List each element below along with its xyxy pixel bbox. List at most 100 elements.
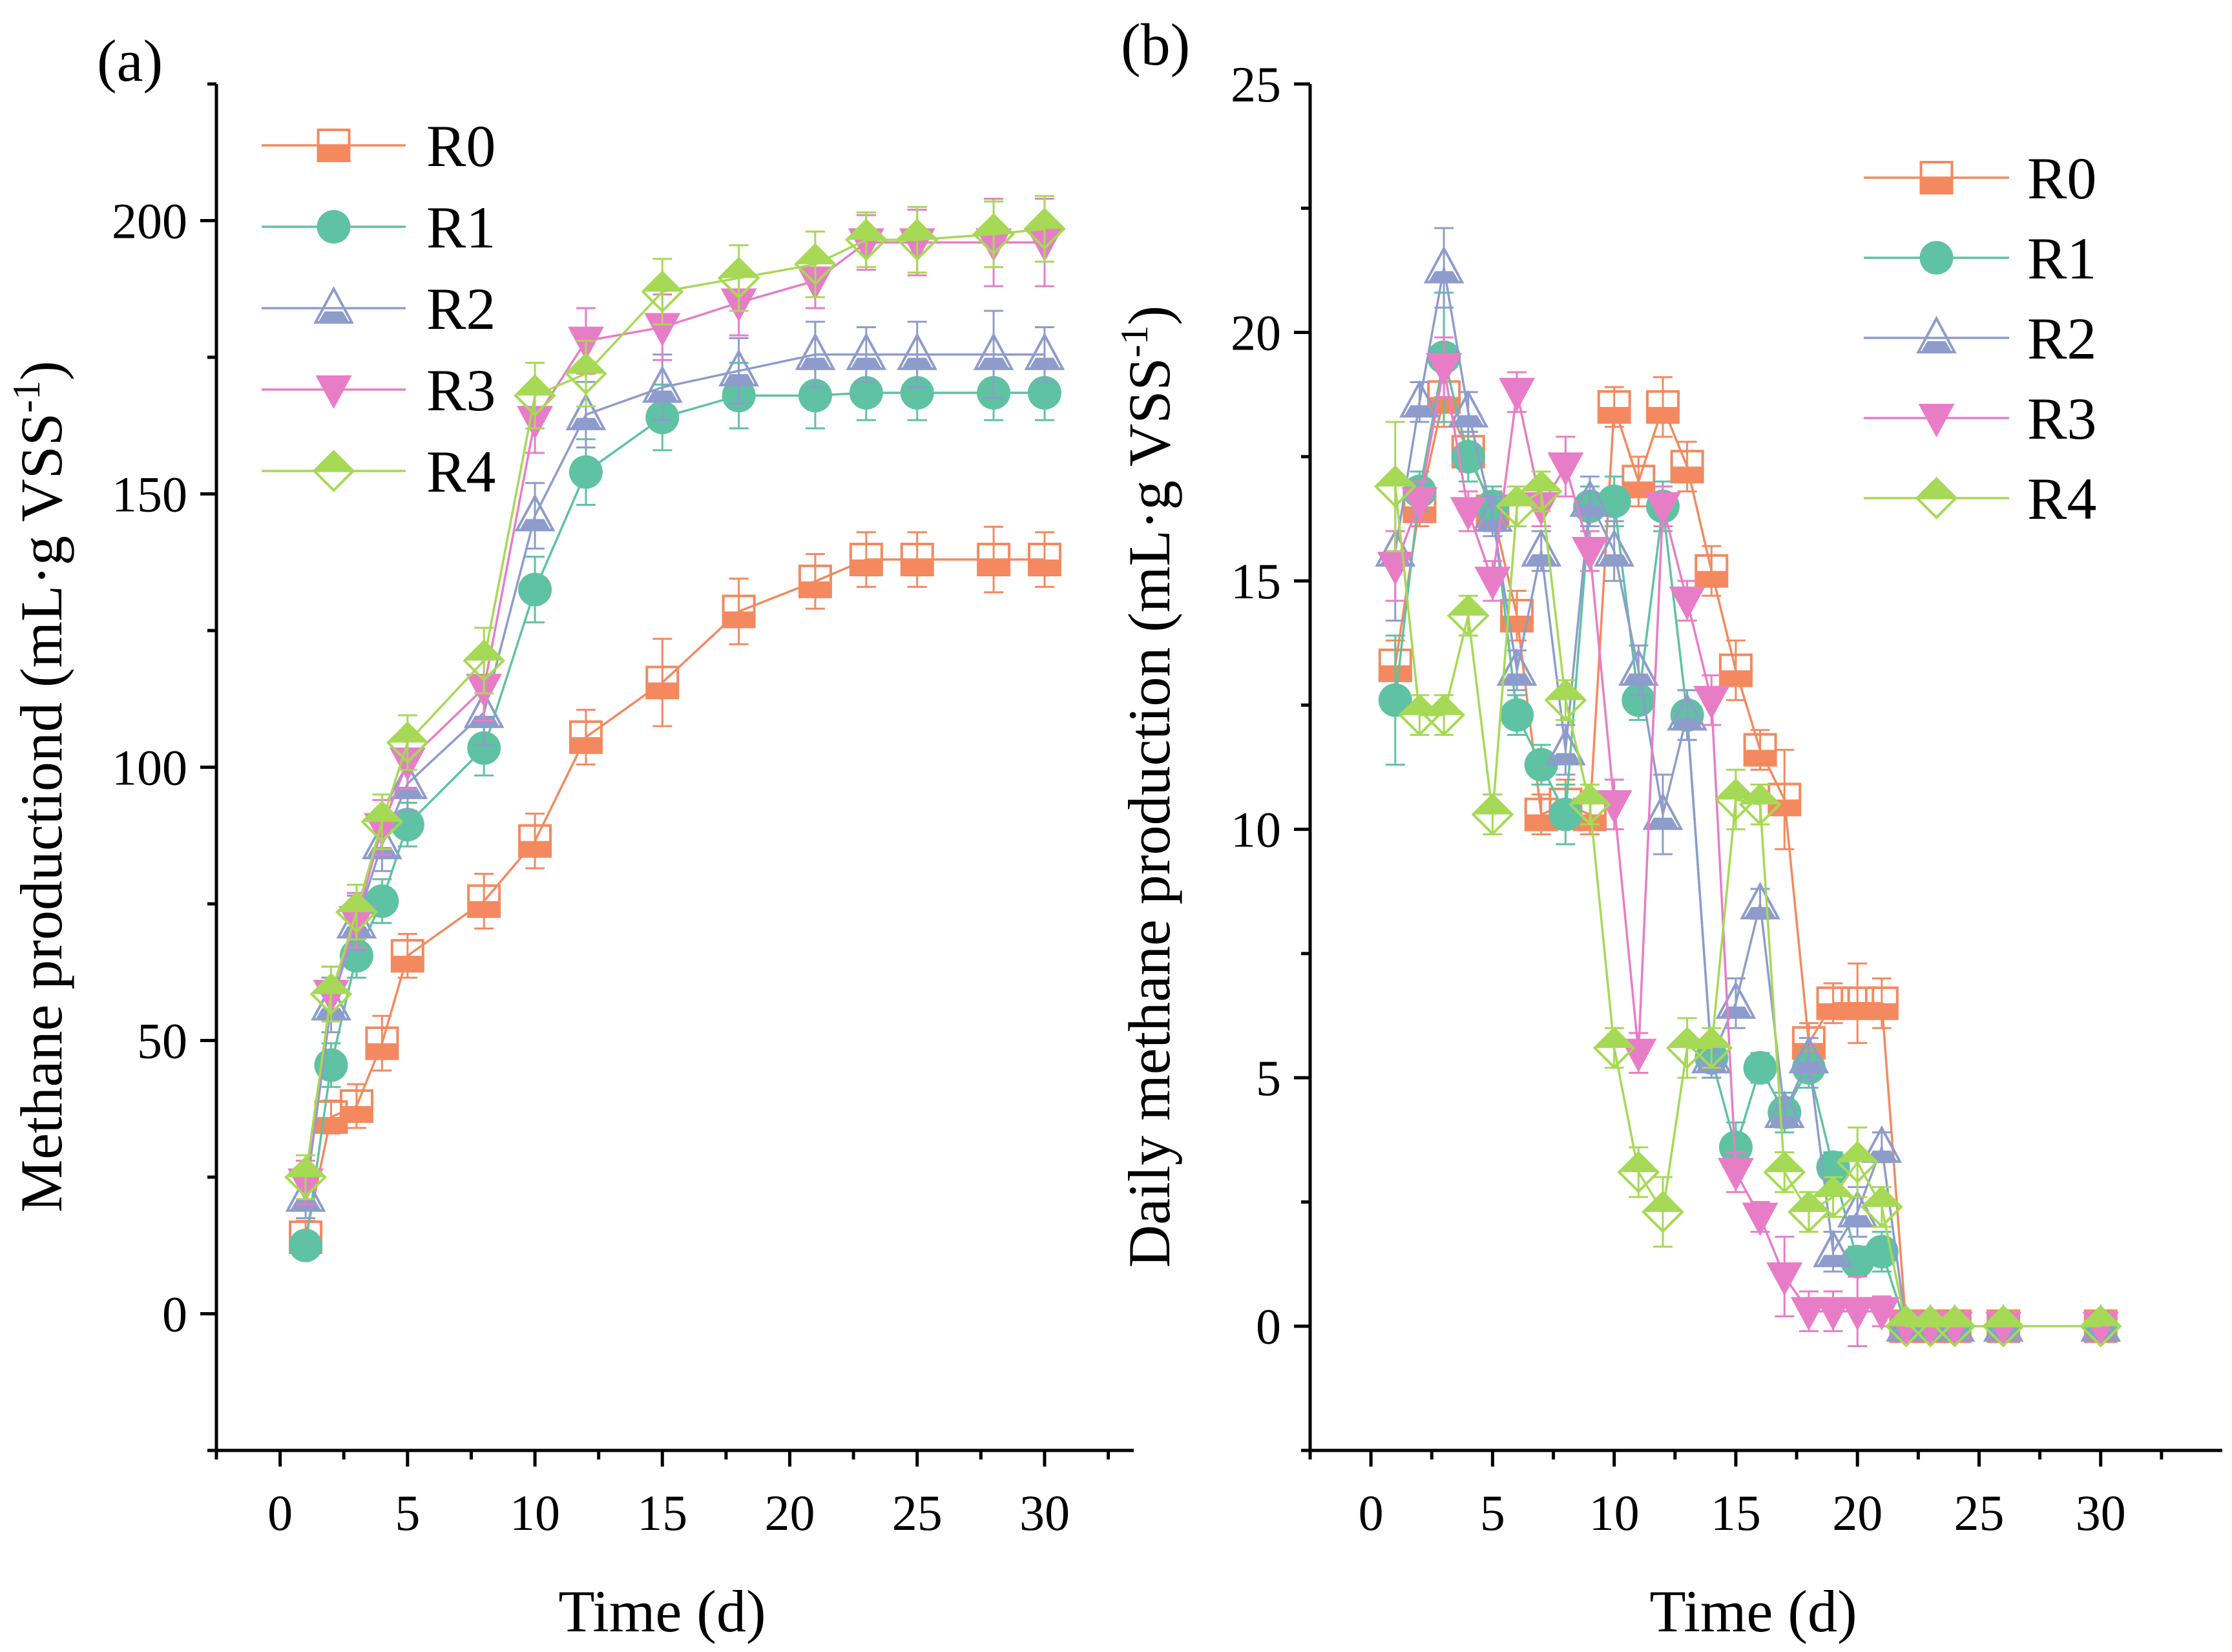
data-point-R0-outline: [1695, 554, 1729, 588]
data-point-R3: [1499, 377, 1536, 412]
data-point-R4-outline: [284, 1156, 327, 1198]
data-point-R1-fill: [518, 572, 552, 607]
x-tick-label: 10: [510, 1485, 560, 1541]
legend-label: R4: [2027, 466, 2096, 532]
data-point-R2-fill: [1550, 753, 1581, 764]
x-tick-label: 25: [892, 1485, 943, 1541]
data-point-R4-fill: [1473, 795, 1512, 815]
data-point-R4-fill: [1521, 472, 1561, 492]
data-point-R4-outline: [1763, 1151, 1806, 1194]
x-tick-label: 30: [2076, 1485, 2126, 1541]
data-point-R4-outline: [386, 721, 429, 764]
legend-marker-R4: [312, 450, 355, 492]
data-point-R3: [1742, 1202, 1778, 1237]
data-point-R2: [1545, 727, 1586, 766]
data-point-R4-fill: [1424, 695, 1464, 715]
data-point-R2-fill: [1525, 554, 1557, 565]
data-point-R0-outline: [977, 543, 1011, 577]
data-point-R4: [565, 352, 607, 395]
y-tick-label: 50: [137, 1013, 187, 1069]
legend-item-R0: R0: [1864, 145, 2096, 211]
data-point-R2-fill: [1574, 505, 1606, 516]
data-point-R4-outline: [717, 256, 760, 300]
data-point-R2-outline: [641, 365, 683, 403]
data-point-R0-fill: [1744, 749, 1776, 766]
y-tick-label: 100: [112, 740, 187, 796]
data-point-R1-fill: [849, 375, 883, 410]
legend-marker-R4-fill: [314, 452, 353, 471]
data-point-R2-outline: [973, 332, 1014, 370]
data-point-R4: [1933, 1304, 1976, 1348]
data-point-R1-fill: [1500, 698, 1534, 732]
legend-marker-R0-outline: [1919, 161, 1954, 194]
legend-label: R3: [2027, 386, 2096, 452]
data-point-R3: [1790, 1297, 1827, 1331]
data-point-R1: [1524, 748, 1558, 782]
data-point-R0-fill: [366, 1043, 398, 1059]
data-point-R4-fill: [1375, 466, 1415, 486]
data-point-R1-fill: [1743, 1051, 1777, 1085]
data-point-R4-outline: [641, 270, 684, 313]
legend-marker-R2-fill: [1921, 341, 1952, 352]
data-point-R2: [1569, 479, 1611, 518]
legend-label: R0: [2027, 145, 2096, 211]
data-point-R1: [1743, 1051, 1777, 1085]
data-point-R2-fill: [519, 519, 551, 530]
data-point-R0-outline: [1743, 733, 1777, 767]
data-point-R4: [463, 639, 505, 682]
y-tick-label: 10: [1231, 802, 1281, 858]
data-point-R0-fill: [1028, 559, 1060, 576]
data-point-R2-outline: [1740, 881, 1780, 919]
data-point-R4: [1690, 1027, 1733, 1069]
data-point-R3-fill: [1426, 353, 1463, 387]
data-point-R0-outline: [849, 543, 883, 577]
data-point-R4: [717, 256, 760, 300]
data-point-R2-fill: [799, 357, 831, 369]
series-R0: [289, 525, 1061, 1255]
data-point-R4-outline: [1690, 1027, 1733, 1069]
data-point-R1: [390, 808, 424, 842]
legend-item-R1: R1: [1864, 225, 2096, 291]
data-point-R3-fill: [1499, 377, 1536, 412]
data-point-R1-fill: [1378, 683, 1412, 717]
data-point-R1-fill: [1718, 1130, 1753, 1164]
data-point-R0: [365, 1026, 399, 1060]
data-point-R3: [1717, 1158, 1754, 1192]
data-point-R3: [1815, 1297, 1851, 1331]
data-point-R4-fill: [1643, 1192, 1682, 1212]
data-point-R2-outline: [1521, 528, 1562, 567]
data-point-R3: [1693, 685, 1730, 720]
legend-label: R1: [2027, 225, 2096, 291]
data-point-R1: [1500, 698, 1534, 732]
data-point-R3: [1863, 1297, 1900, 1331]
data-point-R4-outline: [2079, 1304, 2122, 1348]
data-point-R4-outline: [1715, 778, 1757, 821]
data-point-R4-fill: [1765, 1153, 1804, 1173]
data-point-R4: [386, 721, 429, 764]
data-point-R0-outline: [798, 564, 832, 598]
data-point-R4-fill: [1570, 785, 1610, 805]
data-point-R0-fill: [1866, 1003, 1897, 1019]
data-point-R3-fill: [1717, 1158, 1754, 1192]
series-line-R4: [304, 227, 1045, 1178]
data-point-R2-outline: [1861, 1125, 1903, 1163]
legend-marker-R0-fill: [318, 145, 349, 161]
data-point-R1: [1027, 375, 1061, 410]
data-point-R0-fill: [850, 559, 882, 576]
y-axis-title-superscript: -1: [5, 381, 48, 413]
data-point-R3-fill: [1474, 567, 1511, 601]
y-tick-label: 5: [1256, 1050, 1281, 1106]
data-point-R1: [568, 455, 603, 489]
data-point-R2-outline: [1024, 332, 1065, 370]
data-point-R2-fill: [1452, 415, 1484, 426]
data-point-R3: [1839, 1297, 1876, 1331]
legend-marker-R3-fill: [315, 375, 352, 409]
legend-marker-R4-fill: [1917, 479, 1956, 498]
legend-marker-R4-outline: [312, 450, 355, 492]
data-point-R4: [1763, 1151, 1806, 1194]
data-point-R4-outline: [1471, 793, 1514, 836]
data-point-R3: [1401, 487, 1438, 521]
data-point-R0: [568, 720, 603, 754]
data-point-R0-fill: [1598, 406, 1630, 423]
data-point-R4: [1519, 470, 1563, 513]
